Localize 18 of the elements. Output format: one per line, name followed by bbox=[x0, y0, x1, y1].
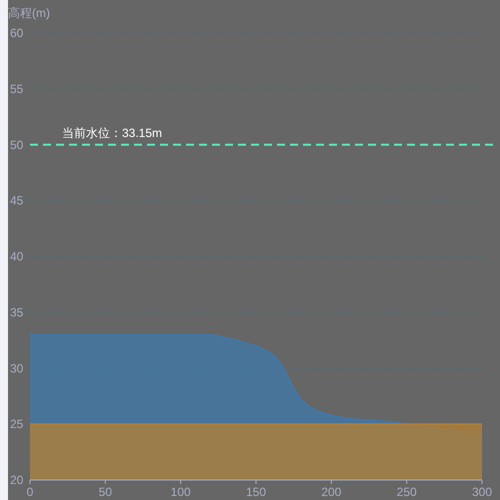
y-tick-label: 35 bbox=[10, 305, 24, 320]
x-tick-label: 50 bbox=[98, 485, 112, 499]
y-tick-label: 30 bbox=[10, 361, 24, 376]
x-tick-label: 200 bbox=[321, 485, 342, 499]
x-tick-label: 100 bbox=[170, 485, 191, 499]
x-tick-label: 150 bbox=[246, 485, 266, 499]
ref-line-label: 当前水位：33.15m bbox=[62, 126, 162, 140]
y-axis-title: 高程(m) bbox=[8, 6, 50, 20]
y-tick-label: 55 bbox=[10, 82, 24, 96]
y-tick-label: 60 bbox=[10, 26, 24, 40]
y-tick-label: 40 bbox=[10, 250, 24, 264]
y-tick-label: 50 bbox=[10, 138, 24, 152]
y-tick-label: 45 bbox=[10, 194, 24, 208]
y-tick-label: 20 bbox=[10, 473, 24, 487]
x-tick-label: 250 bbox=[396, 485, 417, 499]
x-tick-label: 0 bbox=[26, 485, 34, 499]
y-tick-label: 25 bbox=[10, 417, 24, 432]
x-tick-label: 300 bbox=[472, 485, 492, 499]
